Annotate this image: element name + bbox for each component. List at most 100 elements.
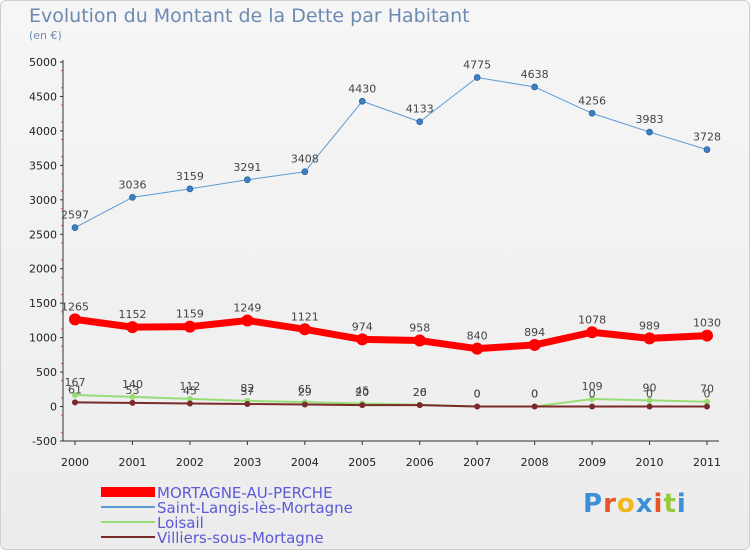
x-tick-label: 2008 bbox=[521, 456, 549, 469]
logo-letter: i bbox=[653, 489, 664, 519]
x-tick-label: 2002 bbox=[176, 456, 204, 469]
data-point bbox=[359, 402, 366, 409]
data-point bbox=[356, 333, 369, 346]
data-label: 989 bbox=[639, 319, 660, 332]
data-point bbox=[586, 326, 599, 339]
data-point bbox=[528, 338, 541, 351]
data-point bbox=[704, 403, 710, 410]
legend-swatch bbox=[101, 487, 155, 497]
legend-label: MORTAGNE-AU-PERCHE bbox=[157, 484, 333, 502]
series-line bbox=[74, 401, 707, 408]
data-point bbox=[471, 342, 484, 355]
proxiti-logo: Proxiti bbox=[583, 489, 687, 519]
data-label: 840 bbox=[467, 330, 488, 343]
data-point bbox=[298, 323, 311, 336]
logo-letter: r bbox=[603, 489, 617, 519]
data-label: 82 bbox=[240, 382, 254, 395]
x-tick-label: 2006 bbox=[406, 456, 434, 469]
data-label: 29 bbox=[298, 386, 312, 399]
legend-swatch bbox=[101, 521, 155, 523]
data-label: 3983 bbox=[636, 113, 664, 126]
data-point bbox=[244, 176, 251, 184]
data-label: 4775 bbox=[463, 59, 491, 72]
data-label: 974 bbox=[352, 320, 373, 333]
data-point bbox=[416, 118, 424, 126]
y-tick-label: 0 bbox=[50, 401, 57, 414]
data-label: 2597 bbox=[61, 209, 89, 222]
data-label: 3408 bbox=[291, 153, 319, 166]
logo-letter: t bbox=[663, 489, 677, 519]
data-point bbox=[531, 403, 538, 410]
data-point bbox=[183, 320, 196, 333]
data-point bbox=[589, 396, 596, 403]
chart-subtitle: (en €) bbox=[29, 29, 62, 42]
y-tick-label: 4500 bbox=[29, 90, 57, 103]
data-label: 20 bbox=[413, 386, 427, 399]
x-tick-label: 2004 bbox=[291, 456, 319, 469]
logo-letter: x bbox=[635, 489, 654, 519]
data-point bbox=[186, 395, 193, 402]
data-label: 1265 bbox=[61, 300, 89, 313]
y-tick-label: -500 bbox=[32, 435, 57, 448]
data-label: 1121 bbox=[291, 310, 319, 323]
data-label: 167 bbox=[65, 376, 86, 389]
data-point bbox=[416, 402, 423, 409]
data-label: 65 bbox=[298, 383, 312, 396]
data-point bbox=[301, 401, 308, 408]
data-label: 1078 bbox=[578, 313, 606, 326]
data-label: 109 bbox=[582, 380, 603, 393]
data-label: 4256 bbox=[578, 94, 606, 107]
data-label: 90 bbox=[643, 381, 657, 394]
data-label: 0 bbox=[531, 388, 538, 401]
series-line bbox=[74, 77, 708, 229]
y-tick-label: 5000 bbox=[29, 56, 57, 69]
data-label: 958 bbox=[409, 322, 430, 335]
x-tick-label: 2003 bbox=[233, 456, 261, 469]
data-point bbox=[646, 403, 653, 410]
series-line bbox=[74, 394, 708, 408]
data-label: 1249 bbox=[233, 301, 261, 314]
data-point bbox=[72, 399, 78, 406]
data-label: 0 bbox=[704, 388, 711, 401]
data-label: 112 bbox=[179, 380, 200, 393]
series-3: 1265 1152 1159 1249 1121 974 958 840 894 1078 989 1… bbox=[61, 300, 721, 355]
data-point bbox=[301, 168, 309, 176]
data-label: 45 bbox=[183, 384, 197, 397]
data-label: 1159 bbox=[176, 308, 204, 321]
data-point bbox=[704, 398, 710, 405]
series-0: 2597 3036 3159 3291 3408 4430 4133 4775 4638 4256… bbox=[61, 59, 721, 231]
data-label: 26 bbox=[413, 386, 427, 399]
data-point bbox=[244, 400, 251, 407]
data-point bbox=[129, 193, 136, 201]
data-label: 894 bbox=[524, 326, 545, 339]
data-label: 0 bbox=[474, 388, 481, 401]
y-tick-label: 2500 bbox=[29, 228, 57, 241]
data-point bbox=[358, 97, 366, 105]
data-point bbox=[701, 329, 713, 342]
data-point bbox=[71, 224, 79, 231]
data-point bbox=[588, 109, 596, 117]
y-tick-label: 3000 bbox=[29, 194, 57, 207]
x-tick-label: 2001 bbox=[118, 456, 146, 469]
data-point bbox=[589, 403, 596, 410]
y-tick-label: 500 bbox=[36, 366, 57, 379]
x-tick-label: 2000 bbox=[61, 456, 89, 469]
data-label: 4430 bbox=[348, 82, 376, 95]
data-point bbox=[473, 74, 481, 81]
x-tick-label: 2007 bbox=[463, 456, 491, 469]
data-point bbox=[126, 321, 139, 334]
data-label: 1152 bbox=[118, 308, 146, 321]
series-line bbox=[74, 315, 708, 353]
x-tick-label: 2009 bbox=[578, 456, 606, 469]
data-label: 70 bbox=[700, 383, 714, 396]
data-point bbox=[474, 403, 481, 410]
data-label: 45 bbox=[355, 384, 369, 397]
data-label: 3728 bbox=[693, 131, 721, 144]
legend-label: Villiers-sous-Mortagne bbox=[157, 529, 324, 547]
legend-swatch bbox=[101, 536, 155, 538]
legend-swatch bbox=[101, 506, 155, 508]
data-point bbox=[643, 332, 656, 345]
chart-title: Evolution du Montant de la Dette par Hab… bbox=[29, 5, 470, 27]
data-label: 3159 bbox=[176, 170, 204, 183]
